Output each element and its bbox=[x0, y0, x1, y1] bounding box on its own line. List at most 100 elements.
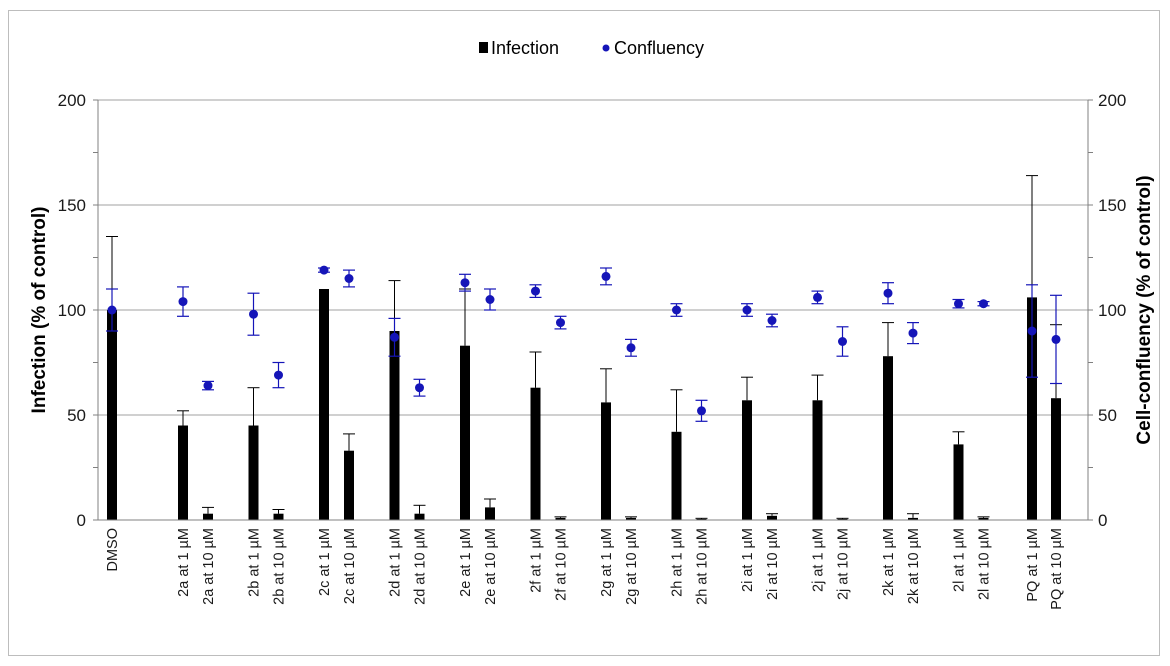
confluency-point bbox=[249, 309, 258, 319]
x-category-label: 2e at 10 µM bbox=[483, 528, 499, 605]
confluency-point bbox=[344, 274, 354, 283]
infection-bar bbox=[107, 310, 117, 520]
infection-bar bbox=[626, 517, 636, 520]
x-category-label: 2k at 10 µM bbox=[906, 528, 922, 604]
x-category-label: 2l at 1 µM bbox=[952, 528, 968, 592]
confluency-point bbox=[107, 305, 117, 315]
confluency-point bbox=[838, 337, 847, 346]
x-category-label: 2g at 1 µM bbox=[599, 528, 615, 597]
infection-bar bbox=[344, 450, 354, 520]
confluency-point bbox=[767, 316, 777, 325]
x-category-label: 2j at 10 µM bbox=[836, 528, 852, 600]
legend-infection-label: Infection bbox=[491, 38, 559, 58]
x-category-label: 2b at 1 µM bbox=[247, 528, 263, 597]
gridlines bbox=[98, 99, 1088, 521]
confluency-point bbox=[697, 406, 706, 416]
confluency-point bbox=[460, 278, 470, 288]
y2-tick-label: 50 bbox=[1098, 406, 1117, 425]
infection-bar bbox=[485, 507, 495, 520]
confluency-point bbox=[274, 370, 283, 380]
x-category-label: 2f at 1 µM bbox=[529, 528, 545, 593]
x-category-label: 2c at 1 µM bbox=[317, 528, 333, 596]
infection-bar bbox=[460, 345, 470, 520]
x-category-label: 2i at 1 µM bbox=[740, 528, 756, 592]
confluency-point bbox=[390, 332, 399, 342]
confluency-point bbox=[319, 265, 329, 275]
x-category-label: 2a at 10 µM bbox=[201, 528, 217, 605]
infection-bar bbox=[248, 425, 259, 520]
confluency-point bbox=[954, 299, 963, 309]
y-tick-label: 200 bbox=[58, 91, 86, 110]
infection-bar bbox=[978, 517, 989, 520]
x-category-label: 2d at 1 µM bbox=[388, 528, 404, 597]
x-category-label: PQ at 1 µM bbox=[1025, 528, 1041, 602]
legend-infection-swatch bbox=[479, 42, 488, 53]
y-tick-label: 50 bbox=[67, 406, 86, 425]
y-tick-label: 150 bbox=[58, 196, 86, 215]
y2-tick-label: 0 bbox=[1098, 511, 1107, 530]
infection-bar bbox=[178, 425, 188, 520]
infection-bar bbox=[414, 513, 425, 520]
infection-bar bbox=[1051, 398, 1061, 520]
infection-bar bbox=[767, 515, 777, 520]
confluency-point bbox=[178, 297, 188, 307]
x-category-label: 2a at 1 µM bbox=[176, 528, 192, 597]
x-category-label: 2l at 10 µM bbox=[977, 528, 993, 600]
axes: 0 0 50 50 100 100 150 150 200 200 DMSO 2a at 1 µM 2a… bbox=[58, 91, 1127, 610]
x-category-label: 2h at 1 µM bbox=[670, 528, 686, 597]
infection-bar bbox=[1027, 297, 1037, 520]
confluency-point bbox=[813, 292, 822, 302]
confluency-point bbox=[203, 381, 213, 391]
legend: Infection Confluency bbox=[479, 38, 704, 58]
y-axis-title: Infection (% of control) bbox=[29, 207, 50, 414]
confluency-point bbox=[626, 343, 636, 353]
confluency-point bbox=[672, 305, 681, 315]
chart-frame bbox=[8, 10, 1160, 656]
infection-bar bbox=[530, 387, 541, 520]
x-category-label: 2g at 10 µM bbox=[624, 528, 640, 605]
x-category-label: 2d at 10 µM bbox=[413, 528, 429, 605]
confluency-point bbox=[601, 271, 611, 281]
confluency-point bbox=[883, 288, 893, 298]
x-category-label: 2i at 10 µM bbox=[765, 528, 781, 600]
infection-bar bbox=[555, 517, 566, 520]
y2-tick-label: 200 bbox=[1098, 91, 1126, 110]
confluency-point bbox=[979, 299, 988, 309]
infection-bar bbox=[319, 289, 329, 520]
infection-bar bbox=[953, 444, 964, 520]
x-category-label: 2f at 10 µM bbox=[554, 528, 570, 601]
infection-bar bbox=[273, 513, 284, 520]
infection-bar bbox=[837, 518, 848, 520]
y2-tick-label: 100 bbox=[1098, 301, 1126, 320]
confluency-point bbox=[1027, 326, 1037, 336]
confluency-point bbox=[485, 295, 495, 304]
infection-bar bbox=[389, 331, 400, 520]
x-category-label: 2k at 1 µM bbox=[881, 528, 897, 596]
infection-bars bbox=[106, 175, 1062, 520]
y2-axis-title: Cell-confluency (% of control) bbox=[1134, 175, 1155, 444]
legend-confluency-swatch bbox=[602, 44, 610, 52]
x-category-label: PQ at 10 µM bbox=[1049, 528, 1065, 610]
x-category-label: 2h at 10 µM bbox=[695, 528, 711, 605]
confluency-point bbox=[742, 305, 752, 315]
y-tick-label: 0 bbox=[77, 511, 86, 530]
infection-bar bbox=[203, 513, 213, 520]
legend-confluency-label: Confluency bbox=[614, 38, 704, 58]
confluency-point bbox=[531, 286, 540, 296]
x-category-label: 2e at 1 µM bbox=[458, 528, 474, 597]
confluency-point bbox=[1051, 334, 1061, 344]
confluency-point bbox=[556, 318, 565, 328]
confluency-points bbox=[106, 265, 1062, 422]
infection-bar bbox=[742, 400, 752, 520]
confluency-point bbox=[415, 383, 424, 393]
y-tick-label: 100 bbox=[58, 301, 86, 320]
infection-bar bbox=[696, 518, 707, 520]
x-category-label: 2b at 10 µM bbox=[272, 528, 288, 605]
x-category-label: 2j at 1 µM bbox=[811, 528, 827, 592]
x-category-label: 2c at 10 µM bbox=[342, 528, 358, 604]
infection-bar bbox=[812, 400, 823, 520]
y2-tick-label: 150 bbox=[1098, 196, 1126, 215]
confluency-point bbox=[908, 328, 918, 338]
infection-bar bbox=[883, 356, 893, 520]
